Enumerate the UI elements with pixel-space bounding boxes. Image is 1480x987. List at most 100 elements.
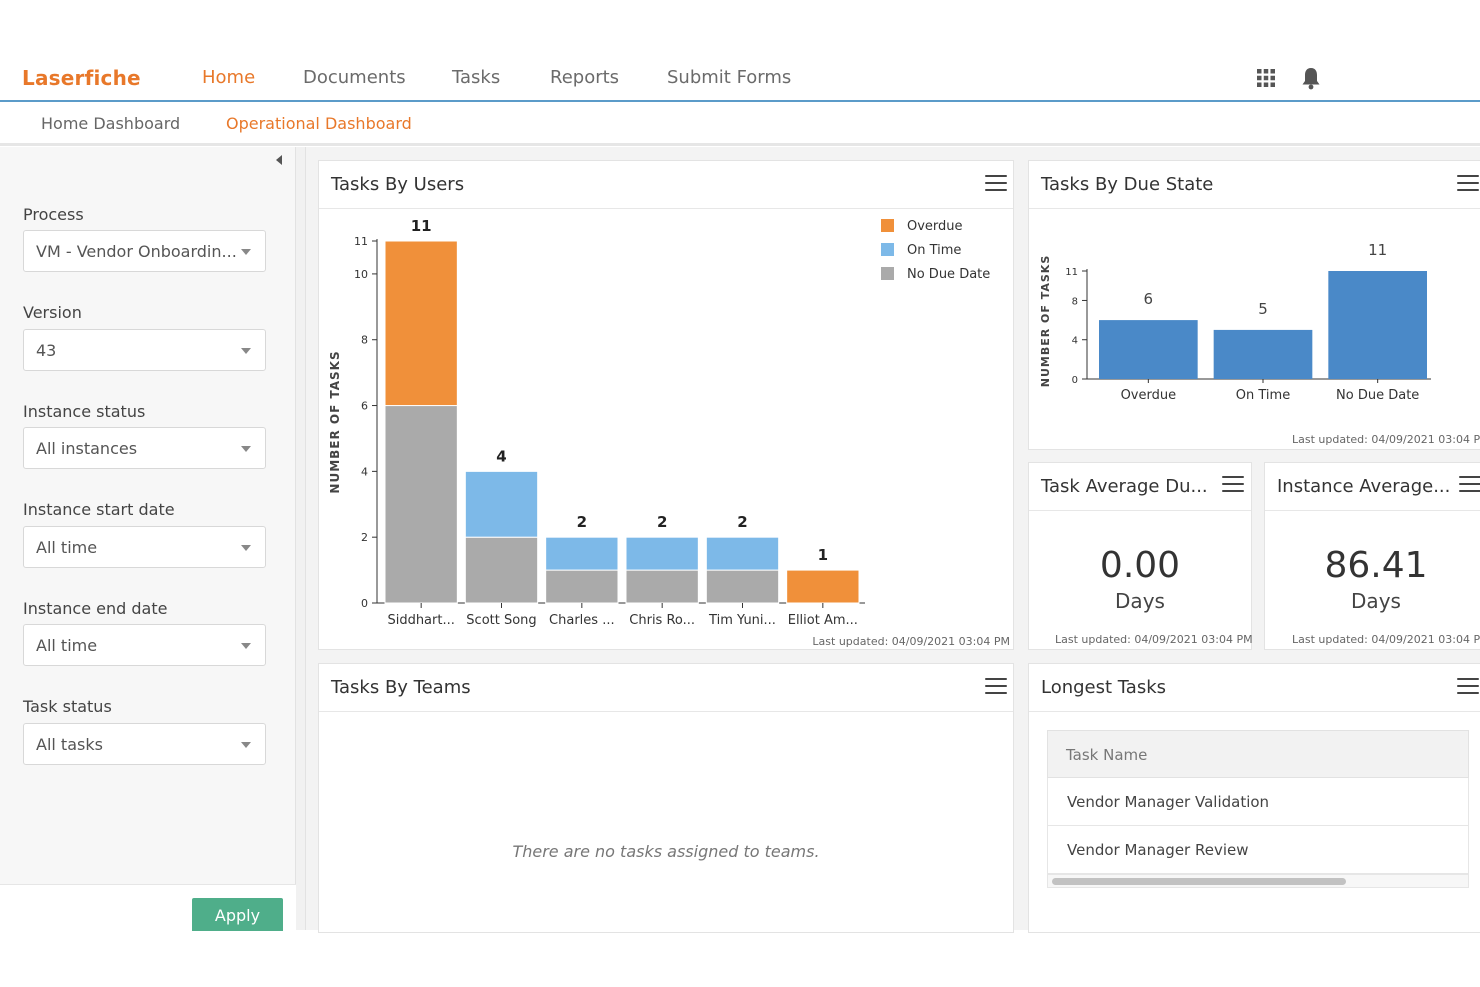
x-tick-label: No Due Date: [1336, 388, 1419, 403]
sidebar-resize-handle[interactable]: [296, 147, 306, 930]
x-tick-label: Charles ...: [549, 613, 615, 628]
filter-sidebar: Process VM - Vendor Onboardin... Version…: [0, 147, 296, 931]
x-tick-label: Siddhart...: [387, 613, 454, 628]
tasks-by-due-state-widget: Tasks By Due State 0 4 8 11 NUMBER OF TASKS 6…: [1028, 160, 1480, 450]
widget-menu-icon[interactable]: [985, 678, 1007, 694]
instance-start-date-label: Instance start date: [23, 500, 175, 519]
nav-submit-forms[interactable]: Submit Forms: [667, 67, 792, 88]
nav-documents[interactable]: Documents: [303, 67, 406, 88]
bar-total-label: 2: [577, 513, 587, 531]
widget-header: Task Average Du...: [1029, 463, 1251, 511]
process-select-value: VM - Vendor Onboardin...: [36, 242, 237, 261]
nav-reports[interactable]: Reports: [550, 67, 620, 88]
task-average-unit: Days: [1115, 589, 1165, 613]
process-select[interactable]: VM - Vendor Onboardin...: [23, 230, 266, 272]
y-tick-label: 0: [1072, 375, 1078, 386]
y-tick-label: 10: [354, 268, 368, 281]
column-header-task-name: Task Name: [1066, 746, 1148, 764]
legend-swatch: [881, 243, 894, 256]
notification-bell-icon[interactable]: [1300, 66, 1322, 90]
chevron-down-icon: [241, 348, 251, 354]
y-tick-label: 6: [361, 400, 368, 413]
widget-menu-icon[interactable]: [1222, 476, 1244, 492]
bar-segment-overdue: [384, 240, 458, 407]
task-status-select-value: All tasks: [36, 735, 103, 754]
collapse-sidebar-icon[interactable]: [276, 155, 282, 165]
empty-state-message: There are no tasks assigned to teams.: [512, 842, 820, 861]
bar-value-label: 5: [1258, 300, 1268, 318]
tab-operational-dashboard[interactable]: Operational Dashboard: [226, 114, 412, 133]
y-tick-label: 0: [361, 597, 368, 610]
widget-header: Tasks By Users: [319, 161, 1013, 209]
instance-average-duration-widget: Instance Average... 86.41 Days Last upda…: [1264, 462, 1480, 650]
version-label: Version: [23, 303, 82, 322]
y-tick-label: 4: [361, 465, 368, 478]
nav-home[interactable]: Home: [202, 67, 256, 88]
instance-status-select[interactable]: All instances: [23, 427, 266, 469]
y-tick-label: 4: [1072, 336, 1078, 347]
widget-title: Tasks By Teams: [331, 677, 471, 698]
widget-title: Task Average Du...: [1041, 476, 1208, 497]
widget-menu-icon[interactable]: [985, 175, 1007, 191]
bar-total-label: 4: [496, 447, 506, 465]
tasks-by-users-chart: 0 2 4 6 8 10 11 NUMBER OF TASKS 11 Siddhart... 4 Sc…: [328, 217, 990, 628]
scrollbar-thumb[interactable]: [1052, 878, 1346, 885]
longest-tasks-widget: Longest Tasks Task Name Vendor Manager V…: [1028, 663, 1480, 933]
bar-total-label: 1: [818, 546, 828, 564]
sidebar-footer: Apply: [0, 884, 296, 931]
table-cell: Vendor Manager Validation: [1067, 793, 1270, 811]
task-status-select[interactable]: All tasks: [23, 723, 266, 765]
task-status-label: Task status: [23, 697, 112, 716]
last-updated-text: Last updated: 04/09/2021 03:04 PM: [1055, 633, 1253, 646]
apps-grid-icon[interactable]: [1256, 68, 1276, 88]
table-row[interactable]: Vendor Manager Validation: [1047, 778, 1469, 826]
y-axis-label: NUMBER OF TASKS: [1039, 255, 1052, 388]
tasks-by-due-state-chart: 0 4 8 11 NUMBER OF TASKS 6 Overdue 5 On Time 11 No…: [1039, 241, 1431, 403]
legend-label: On Time: [907, 243, 961, 258]
bar-segment-no-due-date: [625, 569, 699, 604]
apply-button[interactable]: Apply: [192, 898, 283, 931]
nav-tasks[interactable]: Tasks: [452, 67, 501, 88]
tasks-by-teams-widget: Tasks By Teams There are no tasks assign…: [318, 663, 1014, 933]
instance-end-date-select[interactable]: All time: [23, 624, 266, 666]
instance-status-label: Instance status: [23, 402, 146, 421]
y-tick-label: 11: [1065, 267, 1078, 278]
bar-total-label: 2: [737, 513, 747, 531]
laserfiche-logo[interactable]: Laserfiche: [22, 66, 141, 90]
widget-header: Tasks By Due State: [1029, 161, 1480, 209]
bar-segment-on-time: [464, 470, 539, 538]
version-select[interactable]: 43: [23, 329, 266, 371]
last-updated-text: Last updated: 04/09/2021 03:04 PM: [1292, 433, 1480, 446]
widget-title: Longest Tasks: [1041, 677, 1167, 698]
bar-segment-no-due-date: [464, 536, 539, 604]
instance-start-date-select[interactable]: All time: [23, 526, 266, 568]
table-cell: Vendor Manager Review: [1067, 841, 1249, 859]
widget-title: Instance Average...: [1277, 476, 1451, 497]
y-tick-label: 2: [361, 531, 368, 544]
chevron-down-icon: [241, 446, 251, 452]
widget-header: Tasks By Teams: [319, 664, 1013, 712]
bar-value-label: 11: [1368, 241, 1387, 259]
last-updated-text: Last updated: 04/09/2021 03:04 PM: [812, 635, 1010, 648]
bar-segment-on-time: [545, 536, 619, 571]
version-select-value: 43: [36, 341, 57, 360]
instance-average-value: 86.41: [1324, 545, 1428, 586]
widget-header: Longest Tasks: [1029, 664, 1480, 712]
widget-menu-icon[interactable]: [1457, 175, 1479, 191]
widget-menu-icon[interactable]: [1457, 678, 1479, 694]
y-tick-label: 8: [361, 334, 368, 347]
chevron-down-icon: [241, 742, 251, 748]
tab-home-dashboard[interactable]: Home Dashboard: [41, 114, 181, 133]
instance-end-date-label: Instance end date: [23, 599, 168, 618]
tasks-by-users-widget: Tasks By Users 0 2 4 6 8 10 11 NUMBER OF TASKS 1…: [318, 160, 1014, 650]
horizontal-scrollbar[interactable]: [1047, 874, 1469, 888]
bar-segment-no-due-date: [545, 569, 619, 604]
table-row[interactable]: Vendor Manager Review: [1047, 826, 1469, 874]
table-header[interactable]: Task Name: [1047, 730, 1469, 778]
instance-start-date-select-value: All time: [36, 538, 98, 557]
widget-menu-icon[interactable]: [1459, 476, 1480, 492]
bar: [1099, 320, 1198, 379]
last-updated-text: Last updated: 04/09/2021 03:04 PM: [1292, 633, 1480, 646]
x-tick-label: On Time: [1236, 388, 1290, 403]
task-average-value: 0.00: [1099, 545, 1181, 586]
